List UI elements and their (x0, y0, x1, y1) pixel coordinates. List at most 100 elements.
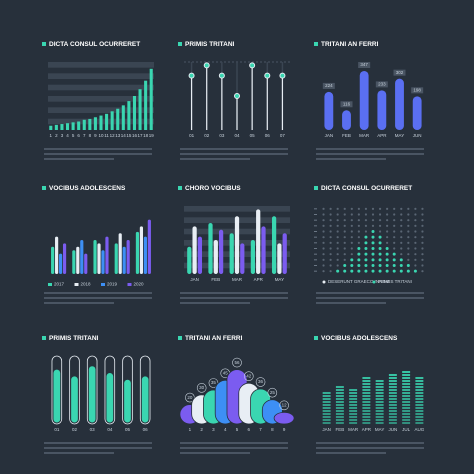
empty-dot (343, 224, 346, 227)
caption-placeholder (180, 297, 288, 299)
bar (58, 253, 63, 274)
bar (122, 246, 126, 274)
empty-dot (336, 264, 339, 267)
stripe (375, 401, 384, 403)
background-stripe (48, 73, 154, 79)
dot (343, 269, 347, 273)
empty-dot (364, 207, 368, 210)
dot (392, 264, 396, 267)
dot (364, 264, 368, 267)
stripe (335, 419, 344, 421)
stripe (335, 416, 344, 418)
caption-placeholder (180, 452, 250, 454)
stripe (388, 389, 397, 391)
dot (392, 252, 396, 256)
x-tick-label: 07 (280, 133, 286, 138)
stripe (388, 392, 397, 394)
chart-title: DICTA CONSUL OCURRERET (49, 41, 140, 48)
x-tick-label: 6 (248, 427, 251, 432)
row-label-mark (314, 248, 317, 249)
empty-dot (414, 230, 417, 233)
row-label-mark (314, 253, 317, 255)
dot (357, 264, 361, 267)
row-label-mark (314, 208, 317, 210)
stripe (335, 395, 344, 397)
x-tick-label: 5 (236, 427, 239, 432)
title-bullet (178, 42, 182, 46)
caption-placeholder (316, 148, 424, 150)
stripe (388, 419, 397, 421)
value-label: 116 (343, 101, 351, 106)
stripe (375, 398, 384, 400)
dot (364, 241, 368, 245)
empty-dot (386, 236, 389, 239)
stripe (322, 392, 331, 394)
stripe (349, 416, 358, 418)
stripe (375, 413, 384, 415)
empty-dot (322, 264, 325, 267)
dot (385, 258, 389, 262)
empty-dot (343, 241, 346, 244)
empty-dot (421, 207, 424, 210)
dot (279, 72, 286, 79)
caption-placeholder (44, 292, 152, 294)
dot-column (399, 258, 403, 273)
stripe (415, 398, 424, 400)
empty-dot (378, 213, 382, 216)
row-label-mark (314, 270, 317, 272)
bar (139, 226, 144, 274)
empty-dot (322, 219, 325, 222)
empty-dot (336, 224, 339, 227)
stripe (402, 398, 411, 400)
track (122, 355, 133, 425)
stripe (322, 404, 331, 406)
caption-placeholder (44, 452, 114, 454)
empty-dot (400, 236, 403, 239)
caption-placeholder (316, 292, 424, 294)
empty-dot (386, 224, 389, 227)
x-tick-label: 10 (98, 133, 104, 138)
bar (132, 96, 137, 130)
bar (282, 233, 287, 274)
empty-dot (407, 253, 410, 256)
empty-dot (421, 270, 424, 273)
dot (364, 235, 368, 239)
empty-dot (407, 258, 410, 261)
caption-placeholder (316, 302, 386, 304)
empty-dot (421, 213, 424, 216)
stripe (402, 401, 411, 403)
track (104, 355, 116, 425)
value-label-box (322, 82, 335, 89)
caption-placeholder (180, 148, 288, 150)
empty-dot (343, 219, 346, 222)
legend-label: PRIMIS TRITANI (378, 279, 412, 284)
bar (229, 233, 234, 274)
striped-bar (375, 380, 384, 424)
bubble (267, 387, 278, 398)
dot (371, 235, 375, 239)
empty-dot (371, 213, 375, 216)
caption-placeholder (44, 447, 152, 449)
dot (264, 72, 271, 79)
empty-dot (386, 241, 389, 244)
caption-placeholder (44, 158, 114, 160)
empty-dot (357, 219, 360, 222)
dot-column (392, 252, 396, 273)
stripe (362, 377, 371, 379)
stripe (322, 395, 331, 397)
row-label-mark (314, 236, 317, 238)
dot (350, 269, 354, 273)
x-tick-label: 9 (283, 427, 286, 432)
empty-dot (343, 230, 346, 233)
stripe (388, 410, 397, 412)
bar (138, 89, 142, 130)
empty-dot (414, 253, 417, 256)
bubble (255, 377, 266, 387)
stripe (388, 377, 397, 379)
chart-title: TRITANI AN FERRI (321, 41, 379, 48)
x-tick-label: 02 (204, 133, 210, 138)
empty-dot (357, 236, 360, 239)
stripe (362, 389, 371, 391)
bar (88, 118, 92, 130)
bar (147, 219, 151, 274)
